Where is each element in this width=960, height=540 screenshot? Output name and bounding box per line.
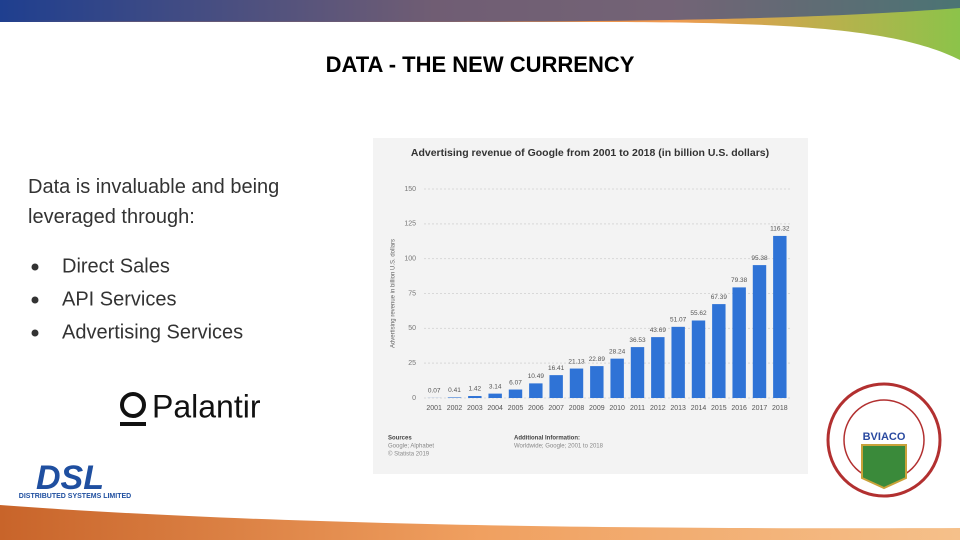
x-tick-label: 2006 <box>528 405 544 412</box>
value-label: 16.41 <box>548 365 565 372</box>
value-label: 0.07 <box>428 388 441 395</box>
value-label: 51.07 <box>670 317 687 324</box>
bviaco-logo: BVIACO <box>826 382 942 498</box>
value-label: 116.32 <box>770 226 790 233</box>
y-tick-label: 75 <box>408 290 416 297</box>
bviaco-text: BVIACO <box>863 431 906 443</box>
palantir-text: Palantir <box>152 388 261 424</box>
x-tick-label: 2016 <box>731 405 747 412</box>
x-tick-label: 2015 <box>711 405 727 412</box>
dsl-subtitle: DISTRIBUTED SYSTEMS LIMITED <box>19 493 131 500</box>
x-tick-label: 2017 <box>752 405 768 412</box>
info-title: Additional Information: <box>514 436 580 442</box>
bullet-dot <box>31 296 39 304</box>
bottom-band <box>0 505 960 540</box>
x-tick-label: 2009 <box>589 405 605 412</box>
slide-title: DATA - THE NEW CURRENCY <box>326 52 635 77</box>
value-label: 0.41 <box>448 387 461 394</box>
bar <box>651 337 665 398</box>
bar <box>732 287 746 398</box>
bar <box>752 265 767 398</box>
value-label: 21.13 <box>568 358 585 365</box>
value-label: 79.38 <box>731 277 748 284</box>
bar <box>630 347 645 398</box>
x-tick-label: 2018 <box>772 405 788 412</box>
value-label: 22.89 <box>589 356 606 363</box>
x-tick-label: 2010 <box>609 405 625 412</box>
value-label: 55.62 <box>690 310 707 317</box>
info-text: Worldwide; Google; 2001 to 2018 <box>514 444 604 450</box>
value-label: 6.07 <box>509 379 522 386</box>
bar <box>468 396 482 398</box>
sources-text: Google; Alphabet <box>388 444 434 450</box>
bar <box>590 366 604 398</box>
x-tick-label: 2012 <box>650 405 666 412</box>
bar <box>529 383 543 398</box>
y-tick-label: 0 <box>412 395 416 402</box>
y-tick-label: 125 <box>404 221 416 228</box>
bullet-text: Advertising Services <box>62 321 243 343</box>
y-tick-label: 50 <box>408 325 416 332</box>
value-label: 67.39 <box>711 294 728 301</box>
palantir-logo: Palantir <box>120 388 261 426</box>
x-tick-label: 2004 <box>487 405 503 412</box>
bar <box>508 389 523 398</box>
x-tick-label: 2013 <box>670 405 686 412</box>
x-tick-label: 2005 <box>508 405 524 412</box>
bar <box>610 358 624 398</box>
x-tick-label: 2014 <box>691 405 707 412</box>
x-tick-label: 2002 <box>447 405 463 412</box>
x-tick-label: 2007 <box>548 405 564 412</box>
intro-text: Data is invaluable and being leveraged t… <box>28 176 280 228</box>
value-label: 10.49 <box>528 373 545 380</box>
x-tick-label: 2011 <box>630 405 645 412</box>
bullet-text: API Services <box>62 288 176 310</box>
dsl-logo: DSL DISTRIBUTED SYSTEMS LIMITED <box>19 459 131 500</box>
bullet-dot <box>31 329 39 337</box>
value-label: 1.42 <box>469 386 482 393</box>
y-tick-label: 100 <box>404 256 416 263</box>
y-axis-label: Advertising revenue in billion U.S. doll… <box>391 239 397 348</box>
sources-title: Sources <box>388 436 412 442</box>
bullet-text: Direct Sales <box>62 255 170 277</box>
bar <box>447 397 462 398</box>
top-band-shade <box>0 0 960 22</box>
bar <box>773 235 787 398</box>
value-label: 95.38 <box>751 255 768 262</box>
bar <box>549 375 563 398</box>
y-tick-label: 150 <box>404 186 416 193</box>
value-label: 28.24 <box>609 348 626 355</box>
bar <box>671 326 685 398</box>
dsl-text: DSL <box>36 459 104 497</box>
value-label: 3.14 <box>489 383 502 390</box>
chart-title: Advertising revenue of Google from 2001 … <box>410 147 770 159</box>
bar <box>569 368 584 398</box>
x-tick-label: 2008 <box>569 405 585 412</box>
value-label: 43.69 <box>650 327 667 334</box>
value-label: 36.53 <box>629 337 646 344</box>
bullet-dot <box>31 263 39 271</box>
bar <box>691 320 706 398</box>
x-tick-label: 2001 <box>426 405 442 412</box>
copyright-text: © Statista 2019 <box>388 451 430 458</box>
bar <box>488 393 502 398</box>
bar <box>712 304 726 398</box>
x-tick-label: 2003 <box>467 405 483 412</box>
y-tick-label: 25 <box>408 360 416 367</box>
